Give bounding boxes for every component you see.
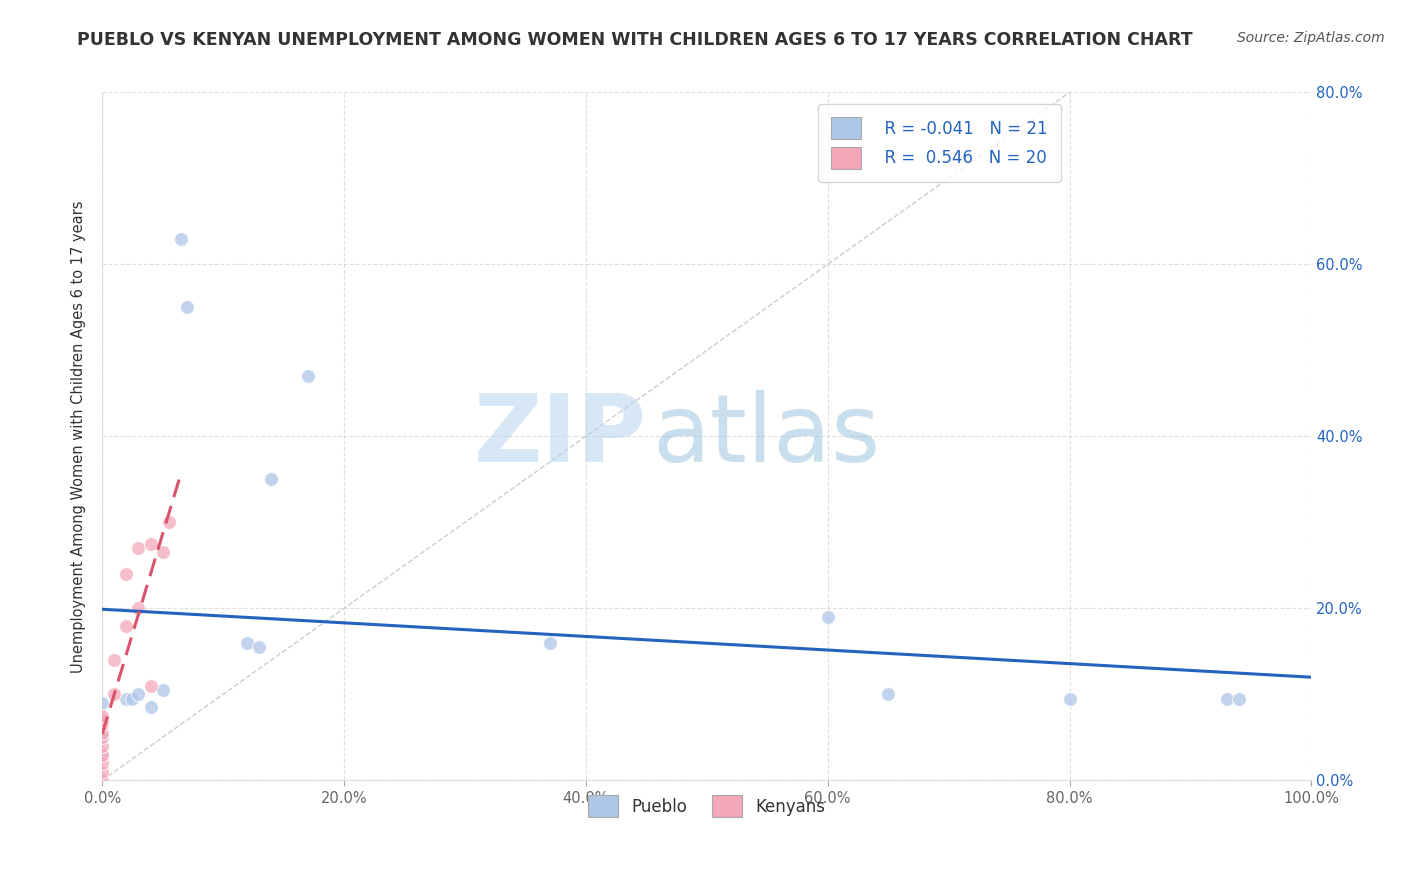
Point xyxy=(91,764,114,779)
Point xyxy=(103,653,125,667)
Point xyxy=(139,537,162,551)
Point xyxy=(91,747,114,762)
Point xyxy=(91,696,114,710)
Point xyxy=(91,747,114,762)
Point xyxy=(877,687,900,701)
Point xyxy=(91,739,114,753)
Point xyxy=(1216,691,1239,706)
Point xyxy=(1059,691,1081,706)
Point xyxy=(297,369,319,384)
Point xyxy=(176,301,198,315)
Point xyxy=(91,708,114,723)
Point xyxy=(1227,691,1250,706)
Point xyxy=(817,610,839,624)
Point xyxy=(91,773,114,788)
Point xyxy=(152,683,174,698)
Point xyxy=(115,691,138,706)
Text: ZIP: ZIP xyxy=(474,391,647,483)
Point xyxy=(127,541,149,555)
Point xyxy=(260,472,283,486)
Point xyxy=(236,636,259,650)
Legend: Pueblo, Kenyans: Pueblo, Kenyans xyxy=(581,789,832,823)
Point xyxy=(91,726,114,740)
Point xyxy=(103,687,125,701)
Point xyxy=(91,731,114,745)
Point xyxy=(127,601,149,615)
Text: Source: ZipAtlas.com: Source: ZipAtlas.com xyxy=(1237,31,1385,45)
Text: atlas: atlas xyxy=(652,391,880,483)
Point xyxy=(91,713,114,727)
Point xyxy=(121,691,143,706)
Point xyxy=(139,679,162,693)
Point xyxy=(91,756,114,770)
Point xyxy=(91,713,114,727)
Point xyxy=(247,640,270,654)
Y-axis label: Unemployment Among Women with Children Ages 6 to 17 years: Unemployment Among Women with Children A… xyxy=(72,200,86,673)
Point xyxy=(127,687,149,701)
Point xyxy=(115,618,138,632)
Point xyxy=(91,717,114,731)
Point xyxy=(139,700,162,714)
Point xyxy=(538,636,561,650)
Point xyxy=(157,516,180,530)
Point xyxy=(152,545,174,559)
Point xyxy=(115,566,138,581)
Point xyxy=(91,731,114,745)
Text: PUEBLO VS KENYAN UNEMPLOYMENT AMONG WOMEN WITH CHILDREN AGES 6 TO 17 YEARS CORRE: PUEBLO VS KENYAN UNEMPLOYMENT AMONG WOME… xyxy=(77,31,1192,49)
Point xyxy=(170,231,193,245)
